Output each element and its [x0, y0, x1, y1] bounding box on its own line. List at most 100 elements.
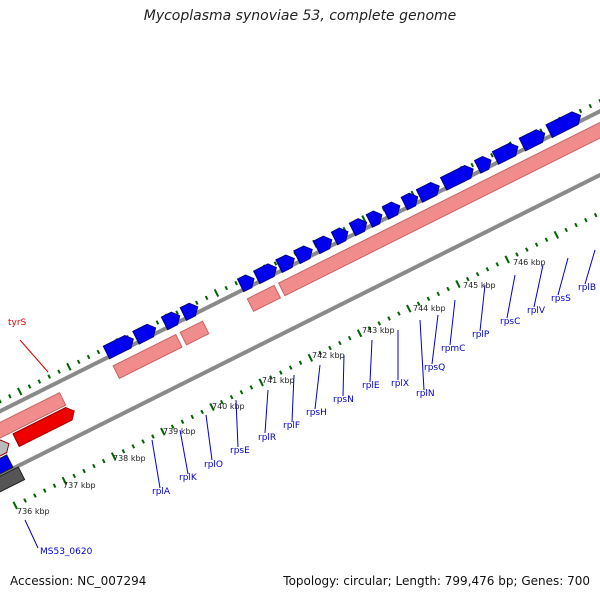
minor-tick — [318, 350, 322, 356]
minor-tick — [82, 468, 86, 474]
minor-tick — [121, 449, 126, 454]
gene-label-rplF: rplF — [283, 421, 300, 431]
gene-label-rplK: rplK — [179, 473, 198, 483]
minor-tick — [485, 267, 490, 272]
gene-label-rplN: rplN — [416, 389, 435, 399]
minor-tick — [574, 222, 578, 228]
tick-label: 742 kbp — [312, 351, 345, 360]
tick-label: 745 kbp — [463, 281, 496, 290]
minor-tick — [495, 262, 500, 267]
minor-tick — [446, 286, 450, 292]
forward-gene-arrow — [293, 245, 313, 265]
forward-gene-arrow — [439, 164, 474, 191]
minor-tick — [273, 261, 278, 266]
major-tick — [209, 402, 215, 412]
forward-gene-arrow — [132, 323, 157, 345]
major-tick — [258, 378, 264, 387]
minor-tick — [37, 379, 42, 384]
major-tick — [553, 230, 560, 239]
major-tick — [61, 476, 68, 485]
tick-label: 743 kbp — [362, 326, 395, 335]
gene-label-rplA: rplA — [152, 487, 171, 497]
major-tick — [16, 387, 23, 396]
gene-label-rpsQ: rpsQ — [424, 363, 445, 373]
accession-text: Accession: NC_007294 — [10, 574, 147, 588]
minor-tick — [220, 399, 224, 405]
minor-tick — [279, 370, 283, 375]
major-tick — [356, 329, 363, 338]
minor-tick — [42, 488, 47, 493]
minor-tick — [490, 153, 494, 158]
leader-line — [264, 389, 269, 434]
major-tick — [110, 452, 117, 461]
leader-line — [506, 274, 516, 319]
minor-tick — [465, 276, 470, 282]
tick-label: 737 kbp — [63, 481, 96, 490]
minor-tick — [426, 296, 431, 302]
minor-tick — [578, 108, 583, 114]
minor-tick — [515, 252, 519, 257]
gene-label-rplP: rplP — [472, 330, 490, 340]
minor-tick — [397, 311, 401, 316]
tick-labels: 736 kbp 737 kbp 738 kbp 739 kbp 740 kbp 741 k… — [17, 258, 546, 516]
leader-line — [557, 257, 569, 296]
leader-line — [369, 339, 373, 383]
minor-tick — [155, 320, 160, 325]
leader-line — [419, 319, 425, 391]
minor-tick — [194, 300, 199, 306]
gene-label-tyrS: tyrS — [8, 318, 27, 328]
minor-tick — [347, 335, 352, 341]
forward-gene-arrow — [518, 129, 546, 152]
minor-tick — [377, 321, 382, 326]
band-b — [179, 320, 210, 346]
pseudo-gene-arrow — [0, 466, 26, 493]
minor-tick — [76, 359, 81, 365]
forward-gene-arrow — [236, 274, 255, 293]
gene-label-rpsN: rpsN — [333, 395, 354, 405]
forward-gene-arrow — [491, 142, 519, 165]
minor-tick — [593, 212, 598, 218]
forward-gene-arrow — [381, 201, 401, 220]
minor-tick — [141, 439, 145, 444]
minor-tick — [52, 483, 57, 488]
gene-label-rplE: rplE — [362, 381, 380, 391]
gene-label-rplX: rplX — [391, 379, 409, 389]
reverse-gene-arrow — [0, 439, 10, 457]
forward-gene-arrow — [160, 311, 181, 331]
gene-label-rpsE: rpsE — [230, 446, 250, 456]
major-tick — [160, 427, 166, 436]
minor-tick — [92, 463, 96, 469]
major-tick — [455, 280, 461, 289]
gene-label-rpsS: rpsS — [551, 294, 571, 304]
minor-tick — [33, 493, 37, 498]
leader-line — [479, 284, 486, 332]
leader-line — [584, 249, 596, 285]
forward-gene-arrow — [275, 254, 295, 274]
major-tick — [406, 304, 412, 313]
minor-tick — [416, 301, 421, 306]
leader-line — [314, 364, 321, 410]
leader-line — [431, 314, 439, 365]
forward-gene-arrow — [415, 181, 440, 203]
minor-tick — [151, 434, 155, 439]
leader-line — [19, 339, 49, 373]
tick-label: 740 kbp — [212, 402, 245, 411]
minor-tick — [47, 374, 51, 379]
minor-tick — [239, 390, 244, 395]
minor-tick — [234, 280, 238, 286]
forward-gene-arrow — [473, 156, 492, 174]
minor-tick — [23, 498, 27, 503]
minor-tick — [190, 414, 195, 420]
forward-gene-arrow — [312, 235, 333, 255]
gene-label-rplV: rplV — [527, 306, 546, 316]
minor-tick — [298, 360, 303, 365]
tick-label: 739 kbp — [163, 427, 196, 436]
tick-label: 738 kbp — [113, 454, 146, 463]
minor-tick — [204, 295, 209, 301]
gene-label-rplO: rplO — [204, 460, 223, 470]
leader-line — [533, 264, 544, 308]
gene-label-rplB: rplB — [578, 283, 596, 293]
minor-tick — [387, 316, 391, 321]
minor-tick — [101, 458, 106, 464]
gene-label-rpsC: rpsC — [500, 317, 520, 327]
